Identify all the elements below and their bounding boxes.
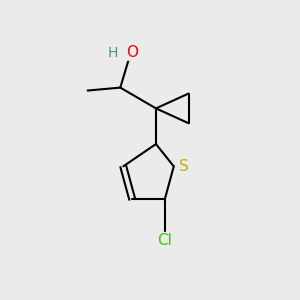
Text: O: O xyxy=(126,45,138,60)
Text: H: H xyxy=(108,46,118,59)
Text: S: S xyxy=(179,159,189,174)
Text: Cl: Cl xyxy=(158,232,172,247)
